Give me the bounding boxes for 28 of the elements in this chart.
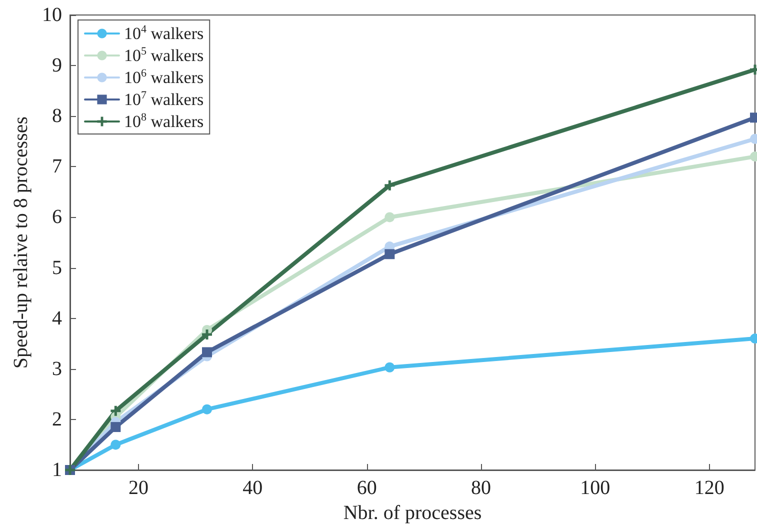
x-tick-label: 60 (356, 477, 377, 499)
y-tick-label: 2 (52, 408, 62, 430)
y-tick-label: 9 (52, 54, 62, 77)
x-tick-label: 40 (242, 477, 263, 499)
y-axis-title: Speed-up relaive to 8 processes (10, 116, 32, 369)
point (384, 212, 395, 222)
point (110, 422, 121, 432)
x-tick-label: 120 (694, 477, 724, 499)
y-tick-label: 10 (42, 4, 62, 26)
point (384, 362, 395, 372)
x-tick-label: 100 (580, 477, 610, 499)
point (110, 406, 121, 416)
point (202, 330, 212, 340)
y-tick-label: 5 (52, 256, 62, 279)
point (202, 347, 212, 358)
y-tick-label: 7 (52, 156, 62, 178)
y-tick-label: 6 (52, 206, 62, 228)
y-tick-label: 8 (52, 105, 62, 128)
point (202, 404, 212, 414)
point (384, 249, 395, 260)
x-tick-label: 80 (471, 477, 491, 499)
point (110, 440, 121, 450)
y-tick-label: 3 (52, 358, 62, 380)
y-tick-label: 4 (52, 307, 62, 330)
y-tick-label: 1 (52, 459, 62, 481)
x-axis-title: Nbr. of processes (343, 502, 482, 524)
point (384, 180, 395, 190)
x-tick-label: 20 (128, 477, 148, 499)
